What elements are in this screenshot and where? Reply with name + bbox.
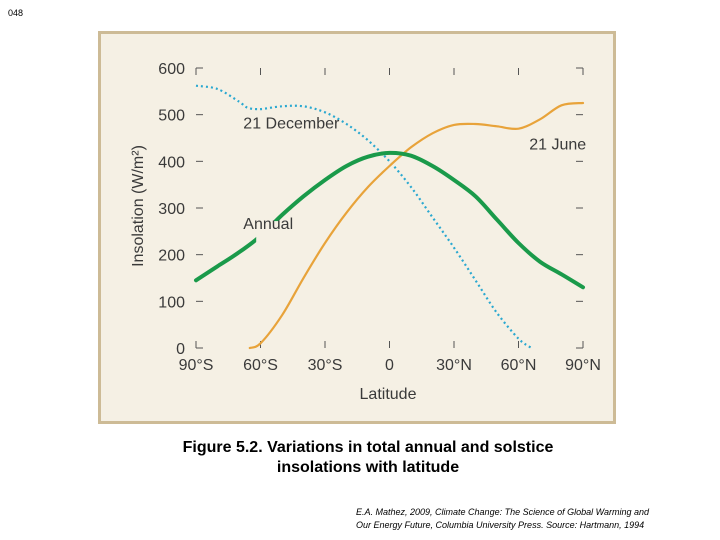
x-tick-label: 60°S [243, 357, 278, 374]
x-tick-label: 0 [385, 357, 394, 374]
annotations: 21 December 21 June Annual [243, 116, 586, 233]
y-tick-label: 400 [158, 154, 185, 171]
y-axis-label: Insolation (W/m²) [130, 145, 147, 267]
y-tick-label: 600 [158, 61, 185, 78]
y-tick-label: 300 [158, 201, 185, 218]
source-line-1: E.A. Mathez, 2009, Climate Change: The S… [356, 507, 649, 517]
x-axis-label: Latitude [360, 386, 417, 403]
y-tick-label: 100 [158, 294, 185, 311]
x-tick-label: 30°S [308, 357, 343, 374]
source-line-2: Our Energy Future, Columbia University P… [356, 520, 645, 530]
caption-line-2: insolations with latitude [276, 459, 460, 476]
series-lines [194, 84, 585, 350]
x-tick-label: 60°N [501, 357, 537, 374]
annual-label-gap [256, 221, 291, 246]
x-tick-label: 90°S [179, 357, 214, 374]
series-line-21-december [195, 84, 533, 349]
slide-number: 048 [8, 8, 24, 18]
insolation-chart: 0 100 200 300 400 500 600 90°S 60°S 30°S 0 30°N 60°N… [130, 61, 601, 403]
caption-line-1: Figure 5.2. Variations in total annual a… [182, 439, 554, 456]
figure-caption: Figure 5.2. Variations in total annual a… [120, 438, 616, 478]
y-tick-label: 0 [176, 341, 185, 358]
x-tick-label: 90°N [565, 357, 601, 374]
annotation-21-december: 21 December [243, 116, 340, 133]
annotation-annual: Annual [243, 216, 293, 233]
x-tick-label: 30°N [436, 357, 472, 374]
y-tick-label: 500 [158, 108, 185, 125]
y-tick-label: 200 [158, 248, 185, 265]
axes: 0 100 200 300 400 500 600 90°S 60°S 30°S 0 30°N 60°N… [158, 61, 601, 374]
annotation-21-june: 21 June [529, 137, 586, 154]
series-line-21-june [248, 101, 585, 350]
figure-panel: 0 100 200 300 400 500 600 90°S 60°S 30°S 0 30°N 60°N… [98, 31, 616, 424]
source-citation: E.A. Mathez, 2009, Climate Change: The S… [356, 506, 718, 532]
